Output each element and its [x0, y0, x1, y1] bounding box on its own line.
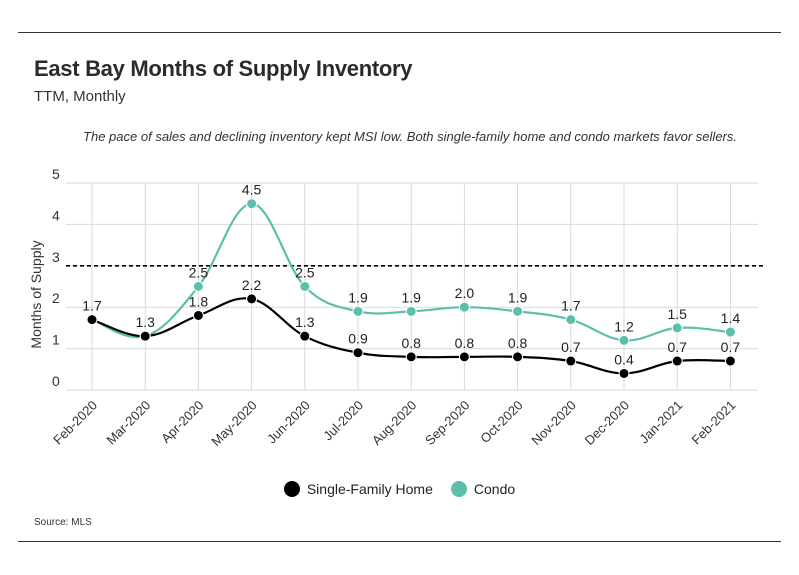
data-point-condo — [352, 305, 364, 317]
top-rule — [18, 32, 781, 33]
data-point-sfh — [86, 314, 98, 326]
source-note: Source: MLS — [34, 517, 92, 528]
data-label-condo: 1.2 — [614, 318, 634, 334]
data-label-condo: 1.7 — [82, 298, 102, 314]
data-point-condo — [299, 281, 311, 292]
x-tick-label: Oct-2020 — [477, 398, 525, 446]
data-label-sfh: 0.8 — [508, 335, 528, 351]
data-point-condo — [458, 301, 470, 313]
data-label-condo: 1.7 — [561, 298, 581, 314]
data-point-sfh — [405, 351, 417, 363]
data-label-sfh: 0.4 — [614, 351, 634, 367]
data-label-sfh: 1.3 — [295, 314, 315, 330]
y-tick-label: 0 — [52, 373, 60, 389]
data-label-condo: 1.5 — [667, 306, 687, 322]
data-label-condo: 1.3 — [135, 314, 155, 330]
x-tick-label: Dec-2020 — [582, 398, 632, 448]
x-tick-label: May-2020 — [208, 398, 259, 449]
data-label-sfh: 2.2 — [242, 277, 262, 293]
data-label-condo: 1.4 — [721, 310, 741, 326]
data-point-sfh — [139, 330, 151, 342]
x-tick-label: Feb-2021 — [689, 398, 739, 448]
data-label-condo: 2.5 — [189, 265, 209, 281]
chart-annotation: The pace of sales and declining inventor… — [83, 129, 737, 144]
x-tick-label: Jun-2020 — [264, 398, 313, 447]
legend-item-condo[interactable]: Condo — [450, 481, 516, 497]
data-point-condo — [192, 281, 204, 292]
chart-subtitle: TTM, Monthly — [34, 88, 126, 105]
y-axis-label: Months of Supply — [28, 240, 44, 348]
data-point-sfh — [671, 355, 683, 367]
y-tick-label: 2 — [52, 290, 60, 306]
legend-item-sfh[interactable]: Single-Family Home — [283, 481, 433, 497]
legend-label-sfh: Single-Family Home — [306, 481, 433, 497]
data-point-sfh — [352, 347, 364, 359]
data-label-sfh: 0.9 — [348, 331, 368, 347]
data-label-sfh: 0.8 — [401, 335, 421, 351]
data-label-condo: 4.5 — [242, 182, 262, 198]
x-tick-label: Apr-2020 — [158, 398, 206, 446]
x-tick-label: Jul-2020 — [320, 398, 366, 444]
data-point-sfh — [299, 330, 311, 342]
data-point-condo — [246, 198, 258, 210]
data-label-sfh: 0.7 — [561, 339, 581, 355]
data-point-sfh — [565, 355, 577, 367]
x-tick-label: Sep-2020 — [422, 398, 472, 448]
data-point-sfh — [512, 351, 524, 363]
y-tick-label: 1 — [52, 332, 60, 348]
data-point-sfh — [724, 355, 736, 367]
chart-title: East Bay Months of Supply Inventory — [34, 56, 413, 81]
data-point-condo — [671, 322, 683, 334]
data-label-sfh: 0.8 — [455, 335, 475, 351]
legend-label-condo: Condo — [473, 481, 516, 497]
y-tick-label: 4 — [52, 207, 60, 223]
legend-marker-condo — [450, 481, 467, 497]
x-tick-label: Jan-2021 — [636, 398, 685, 447]
data-label-sfh: 0.7 — [667, 339, 687, 355]
data-label-condo: 1.9 — [508, 289, 528, 305]
data-point-condo — [618, 334, 630, 346]
data-point-sfh — [192, 309, 204, 321]
data-label-sfh: 1.8 — [189, 293, 209, 309]
legend-marker-sfh — [283, 481, 300, 497]
data-label-sfh: 0.7 — [721, 339, 741, 355]
x-tick-label: Mar-2020 — [103, 398, 153, 448]
y-tick-label: 3 — [52, 249, 60, 265]
data-point-sfh — [458, 351, 470, 363]
data-label-condo: 2.0 — [455, 285, 475, 301]
data-point-sfh — [246, 293, 258, 305]
data-label-condo: 1.9 — [348, 289, 368, 305]
bottom-rule — [18, 541, 781, 542]
y-tick-label: 5 — [52, 166, 60, 182]
x-tick-label: Nov-2020 — [528, 398, 578, 448]
data-point-condo — [565, 314, 577, 326]
data-label-condo: 1.9 — [401, 289, 421, 305]
data-point-sfh — [618, 367, 630, 379]
data-point-condo — [724, 326, 736, 338]
data-point-condo — [405, 305, 417, 317]
legend: Single-Family Home Condo — [0, 481, 799, 497]
data-label-condo: 2.5 — [295, 265, 315, 281]
x-tick-label: Feb-2020 — [50, 398, 100, 448]
x-tick-label: Aug-2020 — [369, 398, 419, 448]
data-point-condo — [512, 305, 524, 317]
